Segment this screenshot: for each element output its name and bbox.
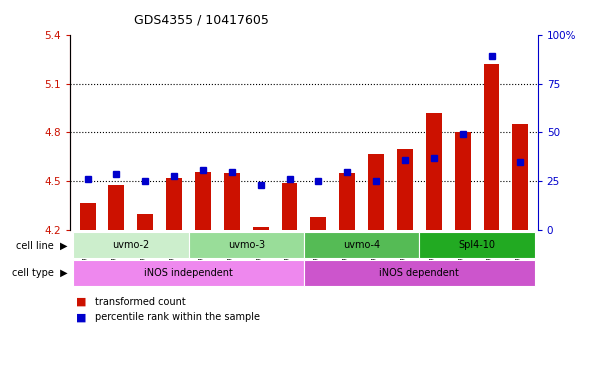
Bar [79,203,95,230]
Text: transformed count: transformed count [95,297,186,307]
Bar [109,185,125,230]
Text: uvmo-2: uvmo-2 [112,240,150,250]
Text: iNOS independent: iNOS independent [144,268,233,278]
Bar [189,232,304,258]
Bar [137,214,153,230]
Text: uvmo-4: uvmo-4 [343,240,380,250]
Bar [368,154,384,230]
Bar [310,217,326,230]
Bar [224,173,240,230]
Bar [304,232,419,258]
Bar [73,232,189,258]
Bar [426,113,442,230]
Bar [304,260,535,286]
Text: cell line  ▶: cell line ▶ [16,240,67,250]
Bar [483,64,499,230]
Bar [282,183,298,230]
Bar [195,172,211,230]
Bar [513,124,529,230]
Bar [419,232,535,258]
Bar [73,260,304,286]
Bar [339,173,355,230]
Bar [166,178,182,230]
Text: cell type  ▶: cell type ▶ [12,268,67,278]
Text: ■: ■ [76,312,87,322]
Text: percentile rank within the sample: percentile rank within the sample [95,312,260,322]
Text: Spl4-10: Spl4-10 [459,240,496,250]
Bar [397,149,413,230]
Bar [253,227,269,230]
Text: GDS4355 / 10417605: GDS4355 / 10417605 [134,13,269,26]
Text: ■: ■ [76,297,87,307]
Bar [455,132,470,230]
Text: iNOS dependent: iNOS dependent [379,268,459,278]
Text: uvmo-3: uvmo-3 [228,240,265,250]
